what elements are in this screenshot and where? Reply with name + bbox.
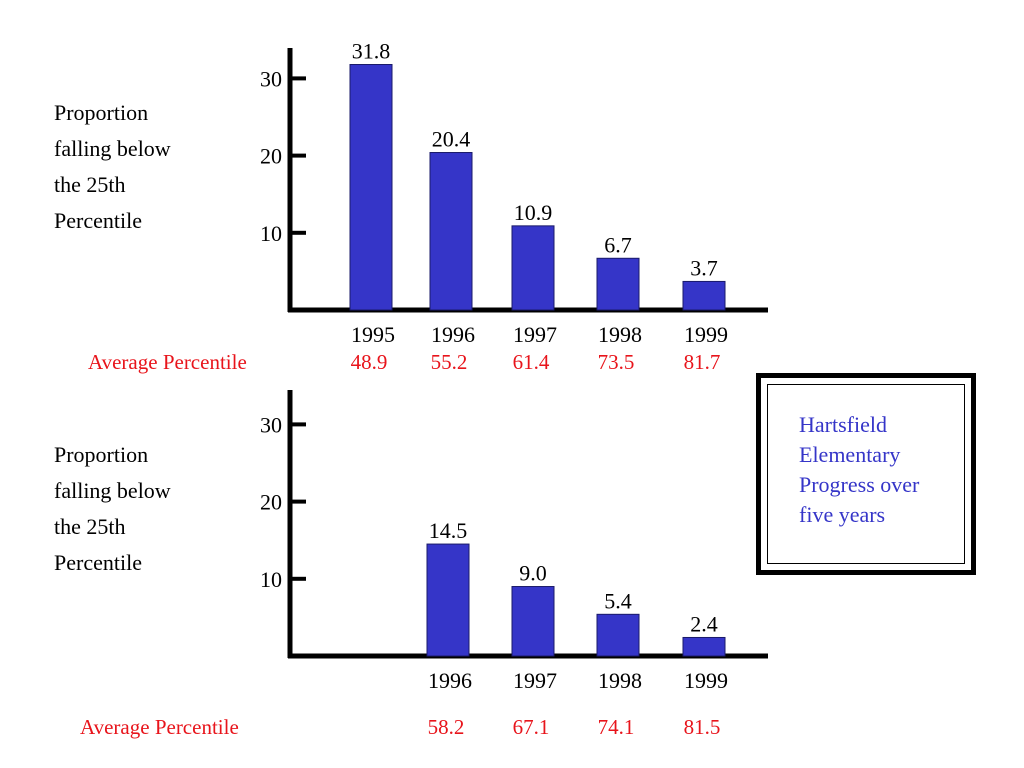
x-tick-label: 1998 bbox=[598, 322, 642, 347]
data-label: 20.4 bbox=[432, 127, 471, 152]
x-tick-label: 1996 bbox=[428, 668, 472, 693]
bar-1998 bbox=[596, 257, 640, 311]
data-label: 31.8 bbox=[352, 39, 391, 64]
average-percentile-label: Average Percentile bbox=[80, 715, 239, 739]
y-tick-label: 10 bbox=[260, 567, 282, 592]
x-tick-label: 1999 bbox=[684, 668, 728, 693]
data-label: 6.7 bbox=[604, 232, 632, 257]
chart-1996-1999: Proportion falling below the 25th Percen… bbox=[0, 384, 1024, 768]
data-label: 3.7 bbox=[690, 255, 718, 280]
average-percentile-value: 55.2 bbox=[430, 350, 468, 374]
y-axis-label: Proportion falling below the 25th Percen… bbox=[54, 100, 171, 233]
bar-1999 bbox=[682, 280, 726, 311]
x-tick-label: 1995 bbox=[351, 322, 395, 347]
average-percentile-value: 81.7 bbox=[683, 350, 721, 374]
average-percentile-value: 74.1 bbox=[597, 715, 635, 739]
data-label: 9.0 bbox=[519, 561, 547, 586]
average-percentile-value: 73.5 bbox=[597, 350, 635, 374]
average-percentile-value: 61.4 bbox=[512, 350, 550, 374]
x-tick-label: 1996 bbox=[431, 322, 475, 347]
chart-2-plot: 10 20 30 14.5 1996 9.0 1997 5.4 1998 2.4 1999 bbox=[260, 390, 768, 693]
y-tick-label: 30 bbox=[260, 66, 282, 91]
bar-1996 bbox=[426, 543, 470, 657]
data-label: 14.5 bbox=[429, 518, 468, 543]
x-tick-label: 1999 bbox=[684, 322, 728, 347]
chart-1995-1999: Proportion falling below the 25th Percen… bbox=[54, 39, 768, 374]
average-percentile-value: 58.2 bbox=[427, 715, 465, 739]
title-box: Hartsfield Elementary Progress over five… bbox=[756, 373, 976, 575]
bar-1997 bbox=[511, 586, 555, 657]
average-percentile-label: Average Percentile bbox=[88, 350, 247, 374]
y-tick-label: 20 bbox=[260, 144, 282, 169]
average-percentile-value: 67.1 bbox=[512, 715, 550, 739]
y-axis-label: Proportion falling below the 25th Percen… bbox=[54, 442, 171, 575]
bar-1998 bbox=[596, 613, 640, 657]
x-tick-label: 1997 bbox=[513, 322, 557, 347]
bar-1995 bbox=[349, 64, 393, 311]
average-percentile-value: 48.9 bbox=[350, 350, 388, 374]
bar-1996 bbox=[429, 152, 473, 311]
chart-title: Hartsfield Elementary Progress over five… bbox=[799, 412, 920, 527]
y-tick-label: 30 bbox=[260, 412, 282, 437]
chart-1-plot: 10 20 30 31.8 1995 20.4 1996 10.9 1997 6.7 1998 3.7… bbox=[260, 39, 768, 347]
y-tick-label: 20 bbox=[260, 490, 282, 515]
average-percentile-value: 81.5 bbox=[683, 715, 721, 739]
data-label: 5.4 bbox=[604, 588, 632, 613]
data-label: 2.4 bbox=[690, 611, 718, 636]
y-tick-label: 10 bbox=[260, 221, 282, 246]
bar-1999 bbox=[682, 636, 726, 657]
x-tick-label: 1997 bbox=[513, 668, 557, 693]
title-box-inner-border bbox=[767, 384, 965, 564]
data-label: 10.9 bbox=[514, 200, 553, 225]
bar-1997 bbox=[511, 225, 555, 311]
x-tick-label: 1998 bbox=[598, 668, 642, 693]
